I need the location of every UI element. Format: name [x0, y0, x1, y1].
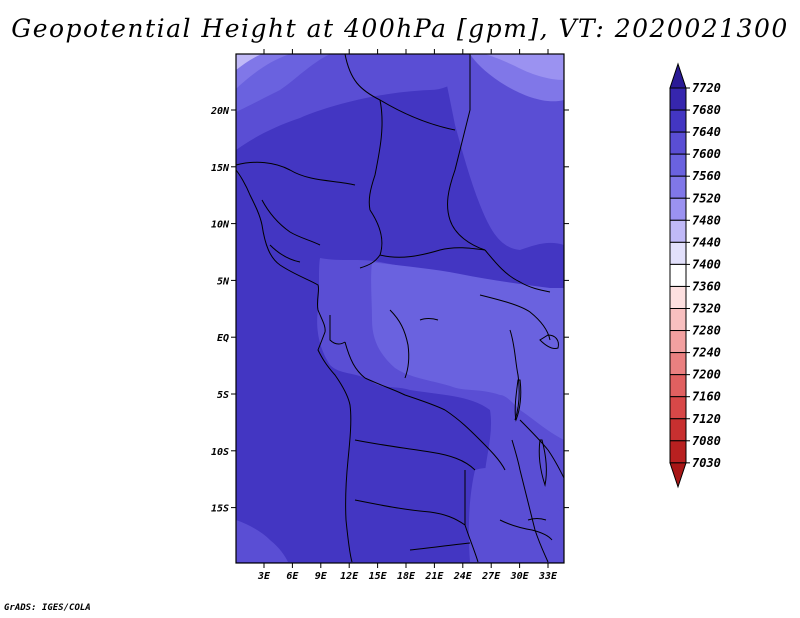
- colorbar-label: 7520: [692, 191, 721, 205]
- colorbar-label: 7120: [692, 412, 721, 426]
- atlantic-coastline: [235, 169, 353, 563]
- lon-tick-label: 15E: [369, 571, 388, 582]
- colorbar-box: [669, 197, 687, 221]
- map-frame: [235, 53, 565, 564]
- southeast-region-7600: [468, 468, 564, 562]
- colorbar-label: 7480: [692, 213, 721, 227]
- northeast-region-7480: [485, 54, 564, 80]
- lakes: [419, 318, 559, 521]
- northeast-region-7600: [440, 54, 564, 250]
- colorbar-top-arrow: [669, 62, 687, 89]
- colorbar-label: 7720: [692, 81, 721, 95]
- colorbar-box: [669, 330, 687, 354]
- lon-tick-label: 18E: [397, 571, 416, 582]
- lon-tick-label: 21E: [424, 571, 444, 582]
- colorbar-label: 7560: [692, 169, 721, 183]
- colorbar-label: 7400: [692, 257, 721, 271]
- colorbar: 7720 7680 7640 7600 7560 7520 7480 7440 7400 7360…: [669, 62, 721, 489]
- north-region-7600: [236, 54, 480, 150]
- colorbar-label: 7680: [692, 103, 721, 117]
- southwest-region-7600: [236, 520, 288, 562]
- colorbar-box: [669, 396, 687, 420]
- lat-tick-label: EQ: [217, 333, 229, 344]
- colorbar-box: [669, 153, 687, 177]
- colorbar-box: [669, 219, 687, 243]
- colorbar-box: [669, 241, 687, 265]
- lake-victoria: [539, 334, 559, 349]
- northwest-corner-region-7440: [236, 54, 262, 70]
- northwest-region-7520: [236, 54, 290, 89]
- colorbar-label: 7600: [692, 147, 721, 161]
- lon-tick-label: 3E: [257, 571, 271, 582]
- colorbar-label: 7320: [692, 302, 721, 316]
- river-segment: [419, 318, 439, 321]
- colorbar-box: [669, 308, 687, 332]
- footer-credit: GrADS: IGES/COLA: [4, 603, 91, 613]
- colorbar-box: [669, 352, 687, 376]
- lon-tick-label: 6E: [286, 571, 299, 582]
- colorbar-box: [669, 109, 687, 133]
- coastlines-and-borders: [235, 53, 565, 563]
- colorbar-box: [669, 263, 687, 287]
- lon-tick-label: 12E: [340, 571, 359, 582]
- colorbar-box: [669, 418, 687, 442]
- lat-tick-label: 15S: [211, 504, 229, 515]
- colorbar-box: [669, 131, 687, 155]
- lat-tick-label: 15N: [211, 163, 230, 174]
- colorbar-label: 7440: [692, 235, 721, 249]
- colorbar-label: 7360: [692, 279, 721, 293]
- lon-tick-label: 33E: [538, 571, 558, 582]
- colorbar-box: [669, 175, 687, 199]
- lat-tick-label: 20N: [210, 106, 230, 117]
- lon-tick-label: 9E: [315, 571, 328, 582]
- colorbar-box: [669, 440, 687, 464]
- lon-tick-label: 30E: [510, 571, 530, 582]
- colorbar-label: 7160: [692, 390, 721, 404]
- colorbar-label: 7240: [692, 346, 721, 360]
- longitude-axis: 3E 6E 9E 12E 15E 18E 21E 24E 27E 30E 33E: [257, 49, 558, 582]
- chart-title: Geopotential Height at 400hPa [gpm], VT:…: [11, 14, 789, 43]
- colorbar-label: 7200: [692, 368, 721, 382]
- lake-malawi: [538, 439, 547, 487]
- lat-tick-label: 10N: [211, 220, 230, 231]
- lat-tick-label: 5S: [217, 390, 229, 401]
- lon-tick-label: 27E: [481, 571, 501, 582]
- lon-tick-label: 24E: [453, 571, 473, 582]
- colorbar-box: [669, 374, 687, 398]
- colorbar-box: [669, 87, 687, 111]
- colorbar-label: 7280: [692, 324, 721, 338]
- colorbar-box: [669, 285, 687, 310]
- lat-tick-label: 10S: [211, 447, 229, 458]
- colorbar-label: 7080: [692, 434, 721, 448]
- lat-tick-label: 5N: [217, 276, 230, 287]
- colorbar-bottom-arrow: [669, 462, 687, 489]
- colorbar-label: 7030: [692, 456, 721, 470]
- lake-kariba: [527, 518, 547, 521]
- lake-tanganyika: [514, 379, 522, 422]
- latitude-axis: 20N 15N 10N 5N EQ 5S 10S 15S: [210, 106, 569, 515]
- colorbar-label: 7640: [692, 125, 721, 139]
